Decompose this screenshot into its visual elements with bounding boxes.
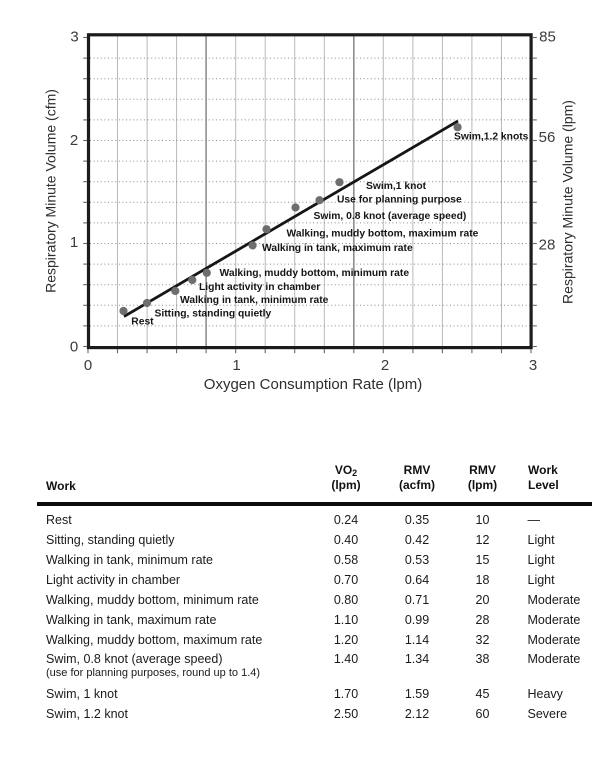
- svg-text:1: 1: [232, 357, 240, 374]
- svg-text:Swim,1 knot: Swim,1 knot: [366, 181, 427, 192]
- svg-text:Walking, muddy bottom, minimum: Walking, muddy bottom, minimum rate: [220, 268, 410, 279]
- svg-text:Walking in tank, maximum rate: Walking in tank, maximum rate: [262, 243, 413, 254]
- svg-text:Light activity in chamber: Light activity in chamber: [199, 282, 320, 293]
- svg-text:0: 0: [70, 338, 78, 355]
- svg-text:3: 3: [529, 357, 537, 374]
- svg-text:0: 0: [84, 357, 92, 374]
- svg-text:Walking in tank, minimum rate: Walking in tank, minimum rate: [180, 295, 329, 306]
- svg-text:85: 85: [539, 28, 556, 45]
- svg-text:Swim, 0.8 knot (average speed): Swim, 0.8 knot (average speed): [314, 211, 467, 222]
- svg-text:28: 28: [539, 236, 556, 253]
- svg-text:Swim,1.2 knots: Swim,1.2 knots: [454, 132, 529, 143]
- svg-text:Respiratory Minute Volume (cfm: Respiratory Minute Volume (cfm): [43, 89, 59, 293]
- svg-text:Rest: Rest: [131, 317, 154, 328]
- svg-text:Respiratory Minute Volume (lpm: Respiratory Minute Volume (lpm): [560, 100, 576, 304]
- svg-text:2: 2: [381, 357, 389, 374]
- svg-text:Oxygen Consumption Rate (lpm): Oxygen Consumption Rate (lpm): [204, 376, 422, 393]
- svg-text:3: 3: [70, 28, 78, 45]
- svg-text:Use for planning purpose: Use for planning purpose: [337, 195, 462, 206]
- svg-text:56: 56: [539, 129, 556, 146]
- svg-text:2: 2: [70, 132, 78, 149]
- svg-text:1: 1: [70, 234, 78, 251]
- svg-text:Sitting, standing quietly: Sitting, standing quietly: [155, 309, 272, 320]
- svg-text:Walking, muddy bottom, maximum: Walking, muddy bottom, maximum rate: [287, 229, 479, 240]
